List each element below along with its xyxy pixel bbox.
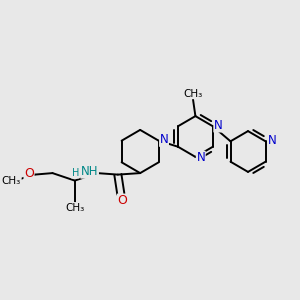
Text: N: N [160,133,168,146]
Text: CH₃: CH₃ [65,202,84,213]
Text: CH₃: CH₃ [183,88,203,99]
Text: CH₃: CH₃ [2,176,21,187]
Text: NH: NH [81,165,98,178]
Text: O: O [117,194,127,207]
Text: H: H [72,168,79,178]
Text: O: O [24,167,34,180]
Text: N: N [268,134,276,147]
Text: N: N [214,119,223,132]
Text: N: N [196,151,205,164]
